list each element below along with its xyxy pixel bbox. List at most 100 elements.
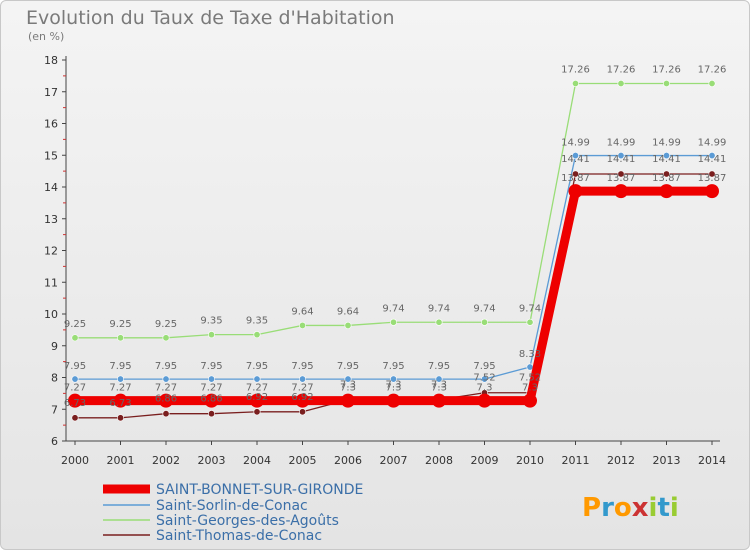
y-tick-label: 10 <box>44 308 58 321</box>
data-point <box>617 170 625 178</box>
legend-label: Saint-Sorlin-de-Conac <box>156 498 308 514</box>
data-label: 9.35 <box>200 316 222 327</box>
data-label: 13.87 <box>652 173 681 184</box>
x-tick-label: 2011 <box>562 454 590 467</box>
data-point <box>208 331 216 339</box>
y-tick-label: 8 <box>51 372 58 385</box>
legend-label: Saint-Georges-des-Agoûts <box>156 513 339 529</box>
data-point <box>389 318 397 326</box>
data-label: 7.95 <box>337 361 359 372</box>
data-label: 6.86 <box>200 394 222 405</box>
data-label: 7.95 <box>200 361 222 372</box>
data-point <box>162 334 170 342</box>
x-tick-label: 2001 <box>107 454 135 467</box>
x-tick-label: 2008 <box>425 454 453 467</box>
data-label: 14.99 <box>607 138 636 149</box>
data-point <box>571 152 579 160</box>
data-label: 7.3 <box>477 383 493 394</box>
data-label: 7.27 <box>64 383 86 394</box>
y-axis-ticks: 6 7 8 9 10 11 12 13 14 15 16 17 18 <box>44 54 66 448</box>
data-point <box>659 184 674 199</box>
y-tick-label: 14 <box>44 181 58 194</box>
legend-label: Saint-Thomas-de-Conac <box>156 528 322 544</box>
y-tick-label: 15 <box>44 149 58 162</box>
data-point <box>253 408 261 416</box>
data-label: 7.52 <box>519 373 541 384</box>
x-tick-label: 2000 <box>61 454 89 467</box>
data-label: 7.3 <box>340 380 356 391</box>
data-point <box>614 184 628 199</box>
y-tick-label: 11 <box>44 276 58 289</box>
data-point <box>117 375 125 383</box>
data-label: 6.92 <box>246 392 268 403</box>
data-label: 9.74 <box>382 303 404 314</box>
data-point <box>159 393 173 408</box>
y-tick-label: 6 <box>51 435 58 448</box>
data-point <box>617 152 625 160</box>
y-tick-label: 17 <box>44 86 58 99</box>
data-point <box>71 414 79 422</box>
x-tick-label: 2012 <box>607 454 635 467</box>
series-saint-georges-des-agouts <box>71 79 716 342</box>
data-label: 8.33 <box>519 349 541 360</box>
series-saint-sorlin-de-conac <box>71 152 716 383</box>
y-tick-label: 9 <box>51 340 58 353</box>
data-label: 14.99 <box>561 138 590 149</box>
data-point <box>480 375 488 383</box>
series-line <box>75 82 712 339</box>
legend: SAINT-BONNET-SUR-GIRONDESaint-Sorlin-de-… <box>103 482 363 544</box>
data-label: 6.73 <box>109 398 131 409</box>
data-point <box>432 393 446 408</box>
series-layer <box>68 79 719 422</box>
data-label: 17.26 <box>607 64 636 75</box>
data-label: 7.3 <box>522 383 538 394</box>
data-point <box>253 375 261 383</box>
data-label: 14.41 <box>607 154 636 165</box>
y-tick-label: 7 <box>51 403 58 416</box>
series-saint-bonnet-sur-gironde <box>68 184 719 408</box>
data-point <box>568 184 583 199</box>
data-point <box>386 393 401 408</box>
data-point <box>435 318 443 326</box>
data-label: 7.95 <box>246 361 268 372</box>
x-tick-label: 2013 <box>653 454 681 467</box>
data-label: 7.3 <box>431 383 447 394</box>
x-tick-label: 2002 <box>152 454 180 467</box>
x-tick-label: 2004 <box>243 454 271 467</box>
data-label: 7.27 <box>155 383 177 394</box>
data-point <box>526 318 534 326</box>
data-label: 6.92 <box>291 392 313 403</box>
data-label: 14.41 <box>561 154 590 165</box>
data-label: 14.99 <box>652 138 681 149</box>
data-label: 9.74 <box>428 303 450 314</box>
legend-label: SAINT-BONNET-SUR-GIRONDE <box>156 482 363 498</box>
proxiti-logo-lettering: Proxiti <box>582 493 679 523</box>
data-label: 9.74 <box>473 303 495 314</box>
data-label: 6.73 <box>64 398 86 409</box>
data-point <box>662 152 670 160</box>
data-point <box>435 375 443 383</box>
data-point <box>344 375 352 383</box>
x-tick-label: 2014 <box>698 454 726 467</box>
data-point <box>162 410 170 418</box>
data-label: 9.64 <box>337 306 359 317</box>
data-point <box>71 334 79 342</box>
data-label: 9.35 <box>246 316 268 327</box>
data-point <box>571 170 579 178</box>
data-label: 9.25 <box>155 319 177 330</box>
data-point <box>298 408 306 416</box>
y-tick-label: 16 <box>44 118 58 131</box>
x-tick-label: 2009 <box>471 454 499 467</box>
data-label: 13.87 <box>561 173 590 184</box>
x-tick-label: 2010 <box>516 454 544 467</box>
chart-subtitle: (en %) <box>28 30 64 43</box>
x-tick-label: 2005 <box>289 454 317 467</box>
x-tick-label: 2003 <box>198 454 226 467</box>
data-label: 13.87 <box>607 173 636 184</box>
data-point <box>523 393 537 408</box>
data-point <box>162 375 170 383</box>
data-point <box>117 414 125 422</box>
data-point <box>662 170 670 178</box>
data-point <box>341 393 355 408</box>
data-label: 7.3 <box>340 383 356 394</box>
